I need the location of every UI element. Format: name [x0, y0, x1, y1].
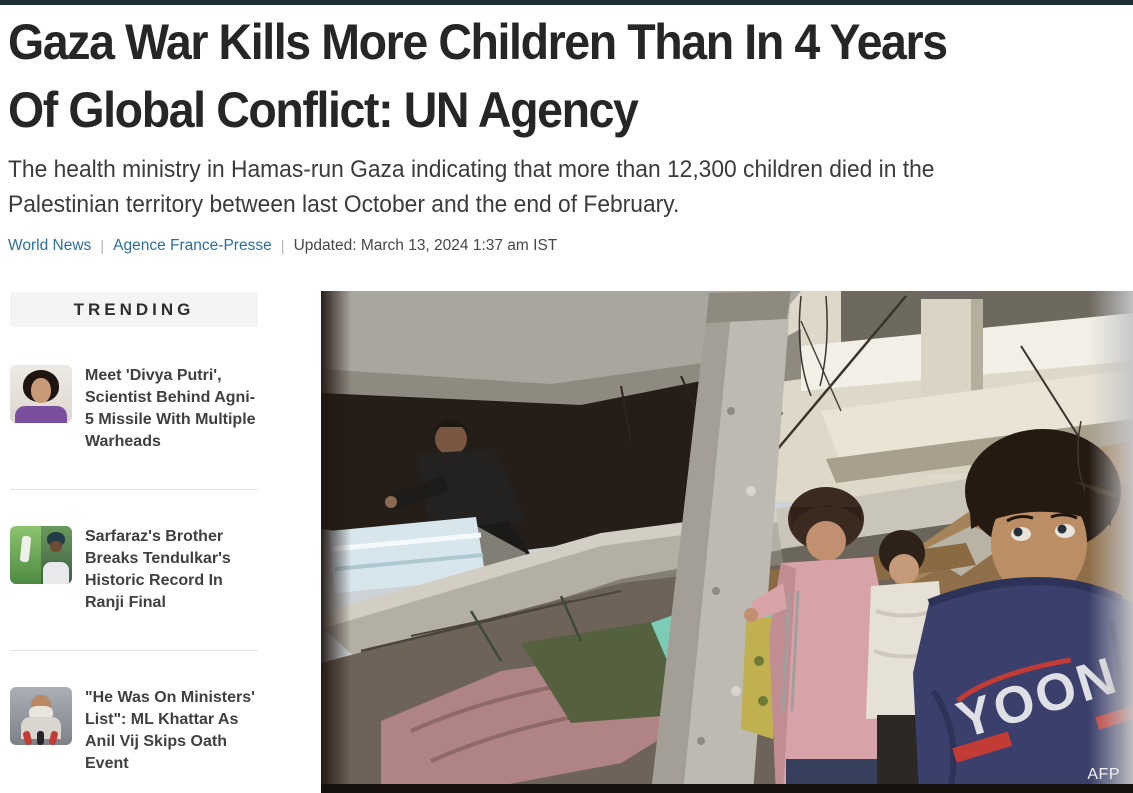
- byline-separator: |: [100, 237, 105, 255]
- subheadline-line-2: Palestinian territory between last Octob…: [8, 191, 680, 218]
- girl-in-pink: [744, 487, 899, 793]
- sidebar-divider: [10, 489, 258, 490]
- trending-thumb-cricket: [10, 526, 72, 584]
- article-headline: Gaza War Kills More Children Than In 4 Y…: [8, 8, 1133, 144]
- trending-sidebar: TRENDING Meet 'Divya Putri', Scientist B…: [10, 292, 258, 775]
- hanging-wires: [798, 295, 1086, 492]
- byline-separator: |: [280, 237, 285, 255]
- subheadline-line-1: The health ministry in Hamas-run Gaza in…: [8, 156, 935, 183]
- hero-photo-art: YOON: [321, 291, 1133, 793]
- trending-item-1[interactable]: Meet 'Divya Putri', Scientist Behind Agn…: [10, 365, 258, 453]
- trending-item-headline: Meet 'Divya Putri', Scientist Behind Agn…: [85, 367, 256, 450]
- trending-item-3[interactable]: "He Was On Ministers' List": ML Khattar …: [10, 687, 258, 775]
- trending-item-headline: "He Was On Ministers' List": ML Khattar …: [85, 689, 255, 772]
- updated-timestamp: Updated: March 13, 2024 1:37 am IST: [293, 237, 558, 254]
- trending-item-2[interactable]: Sarfaraz's Brother Breaks Tendulkar's Hi…: [10, 526, 258, 614]
- photo-credit: AFP: [1087, 766, 1120, 783]
- top-accent-bar: [0, 0, 1133, 5]
- headline-line-1: Gaza War Kills More Children Than In 4 Y…: [8, 14, 948, 70]
- byline: World News | Agence France-Presse | Upda…: [8, 237, 557, 255]
- headline-line-2: Of Global Conflict: UN Agency: [8, 82, 639, 138]
- trending-thumb-woman-portrait: [10, 365, 72, 423]
- trending-header: TRENDING: [10, 292, 258, 327]
- agency-link[interactable]: Agence France-Presse: [113, 237, 272, 254]
- section-link[interactable]: World News: [8, 237, 92, 254]
- trending-item-headline: Sarfaraz's Brother Breaks Tendulkar's Hi…: [85, 528, 231, 611]
- hero-image-gaza-rubble: YOON AFP: [321, 291, 1133, 793]
- sidebar-divider: [10, 650, 258, 651]
- ruined-building: [751, 291, 1133, 501]
- trending-thumb-press-conference: [10, 687, 72, 745]
- article-subheadline: The health ministry in Hamas-run Gaza in…: [8, 152, 1072, 222]
- mattress-debris: [329, 517, 486, 593]
